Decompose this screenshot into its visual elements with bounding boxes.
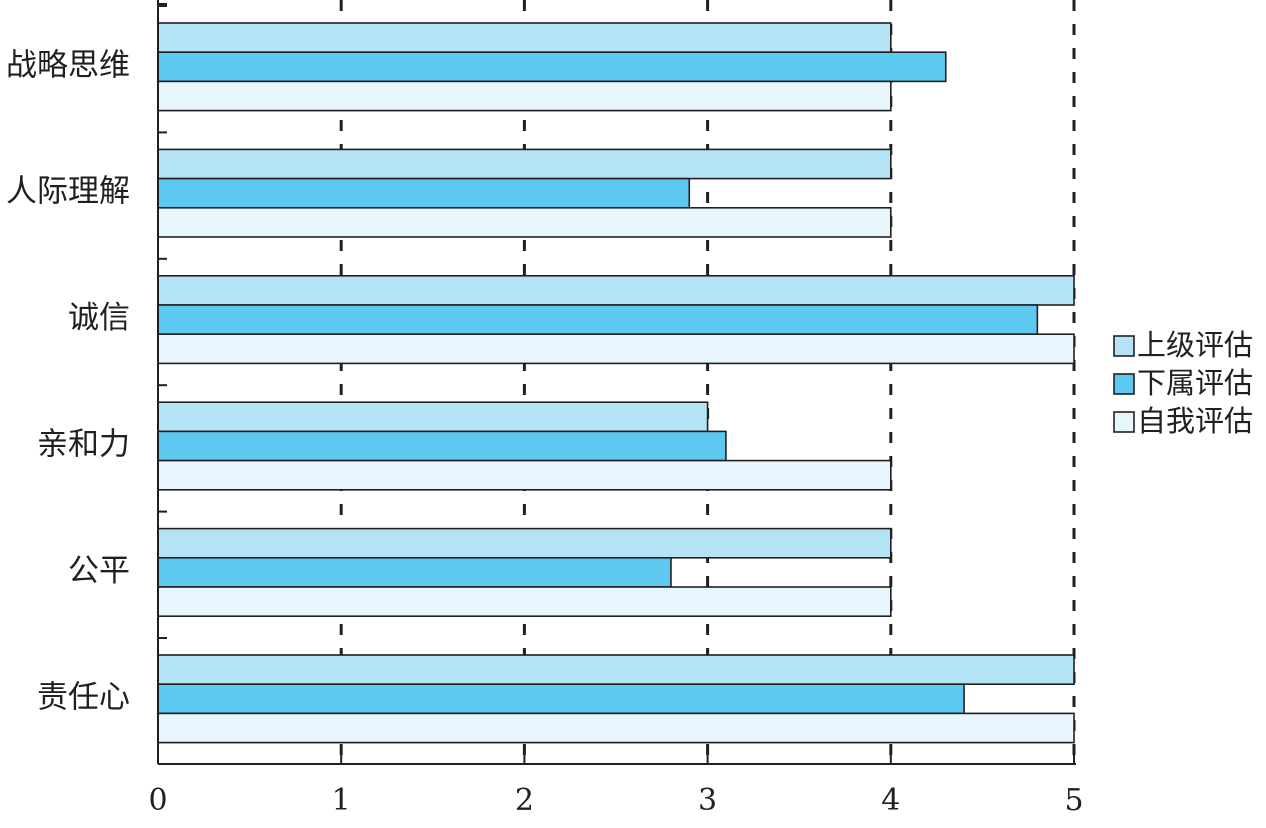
category-label: 亲和力 [37,427,130,463]
bar-6-3 [157,712,1075,744]
bar-3-1 [157,274,1075,306]
bar-4-1 [157,401,709,433]
x-tick-label: 0 [148,783,167,818]
legend-label: 上级评估 [1137,328,1253,362]
bar-6-1 [157,654,1075,686]
bar-1-1 [157,22,892,54]
bar-5-3 [157,586,892,618]
bars-layer [157,22,1075,744]
x-tick-label: 5 [1064,783,1083,818]
bar-2-2 [157,177,691,209]
legend-swatch-1 [1113,335,1135,357]
x-tick-label: 3 [698,783,717,818]
x-tick-label: 2 [515,783,534,818]
bar-4-2 [157,430,727,462]
bar-2-3 [157,207,892,238]
x-tick-label: 1 [332,783,351,818]
grid-layer [339,0,1076,764]
category-label: 战略思维 [6,47,130,83]
bar-5-1 [157,527,892,559]
bar-4-3 [157,459,892,491]
legend-label: 下属评估 [1137,366,1253,400]
x-tick-label: 4 [881,783,900,818]
category-label: 人际理解 [6,174,130,210]
bar-6-2 [157,683,965,715]
bar-1-3 [157,80,892,112]
bar-3-3 [157,333,1075,365]
bar-3-2 [157,304,1039,336]
category-label: 公平 [68,553,130,589]
bar-5-2 [157,556,672,588]
legend-swatch-2 [1113,373,1135,395]
category-label: 责任心 [37,679,130,715]
legend-swatch-3 [1113,411,1135,433]
bar-2-1 [157,148,892,180]
bar-1-2 [157,51,947,83]
category-label: 诚信 [68,300,130,336]
legend-label: 自我评估 [1137,404,1253,438]
axis-layer [157,0,1076,765]
